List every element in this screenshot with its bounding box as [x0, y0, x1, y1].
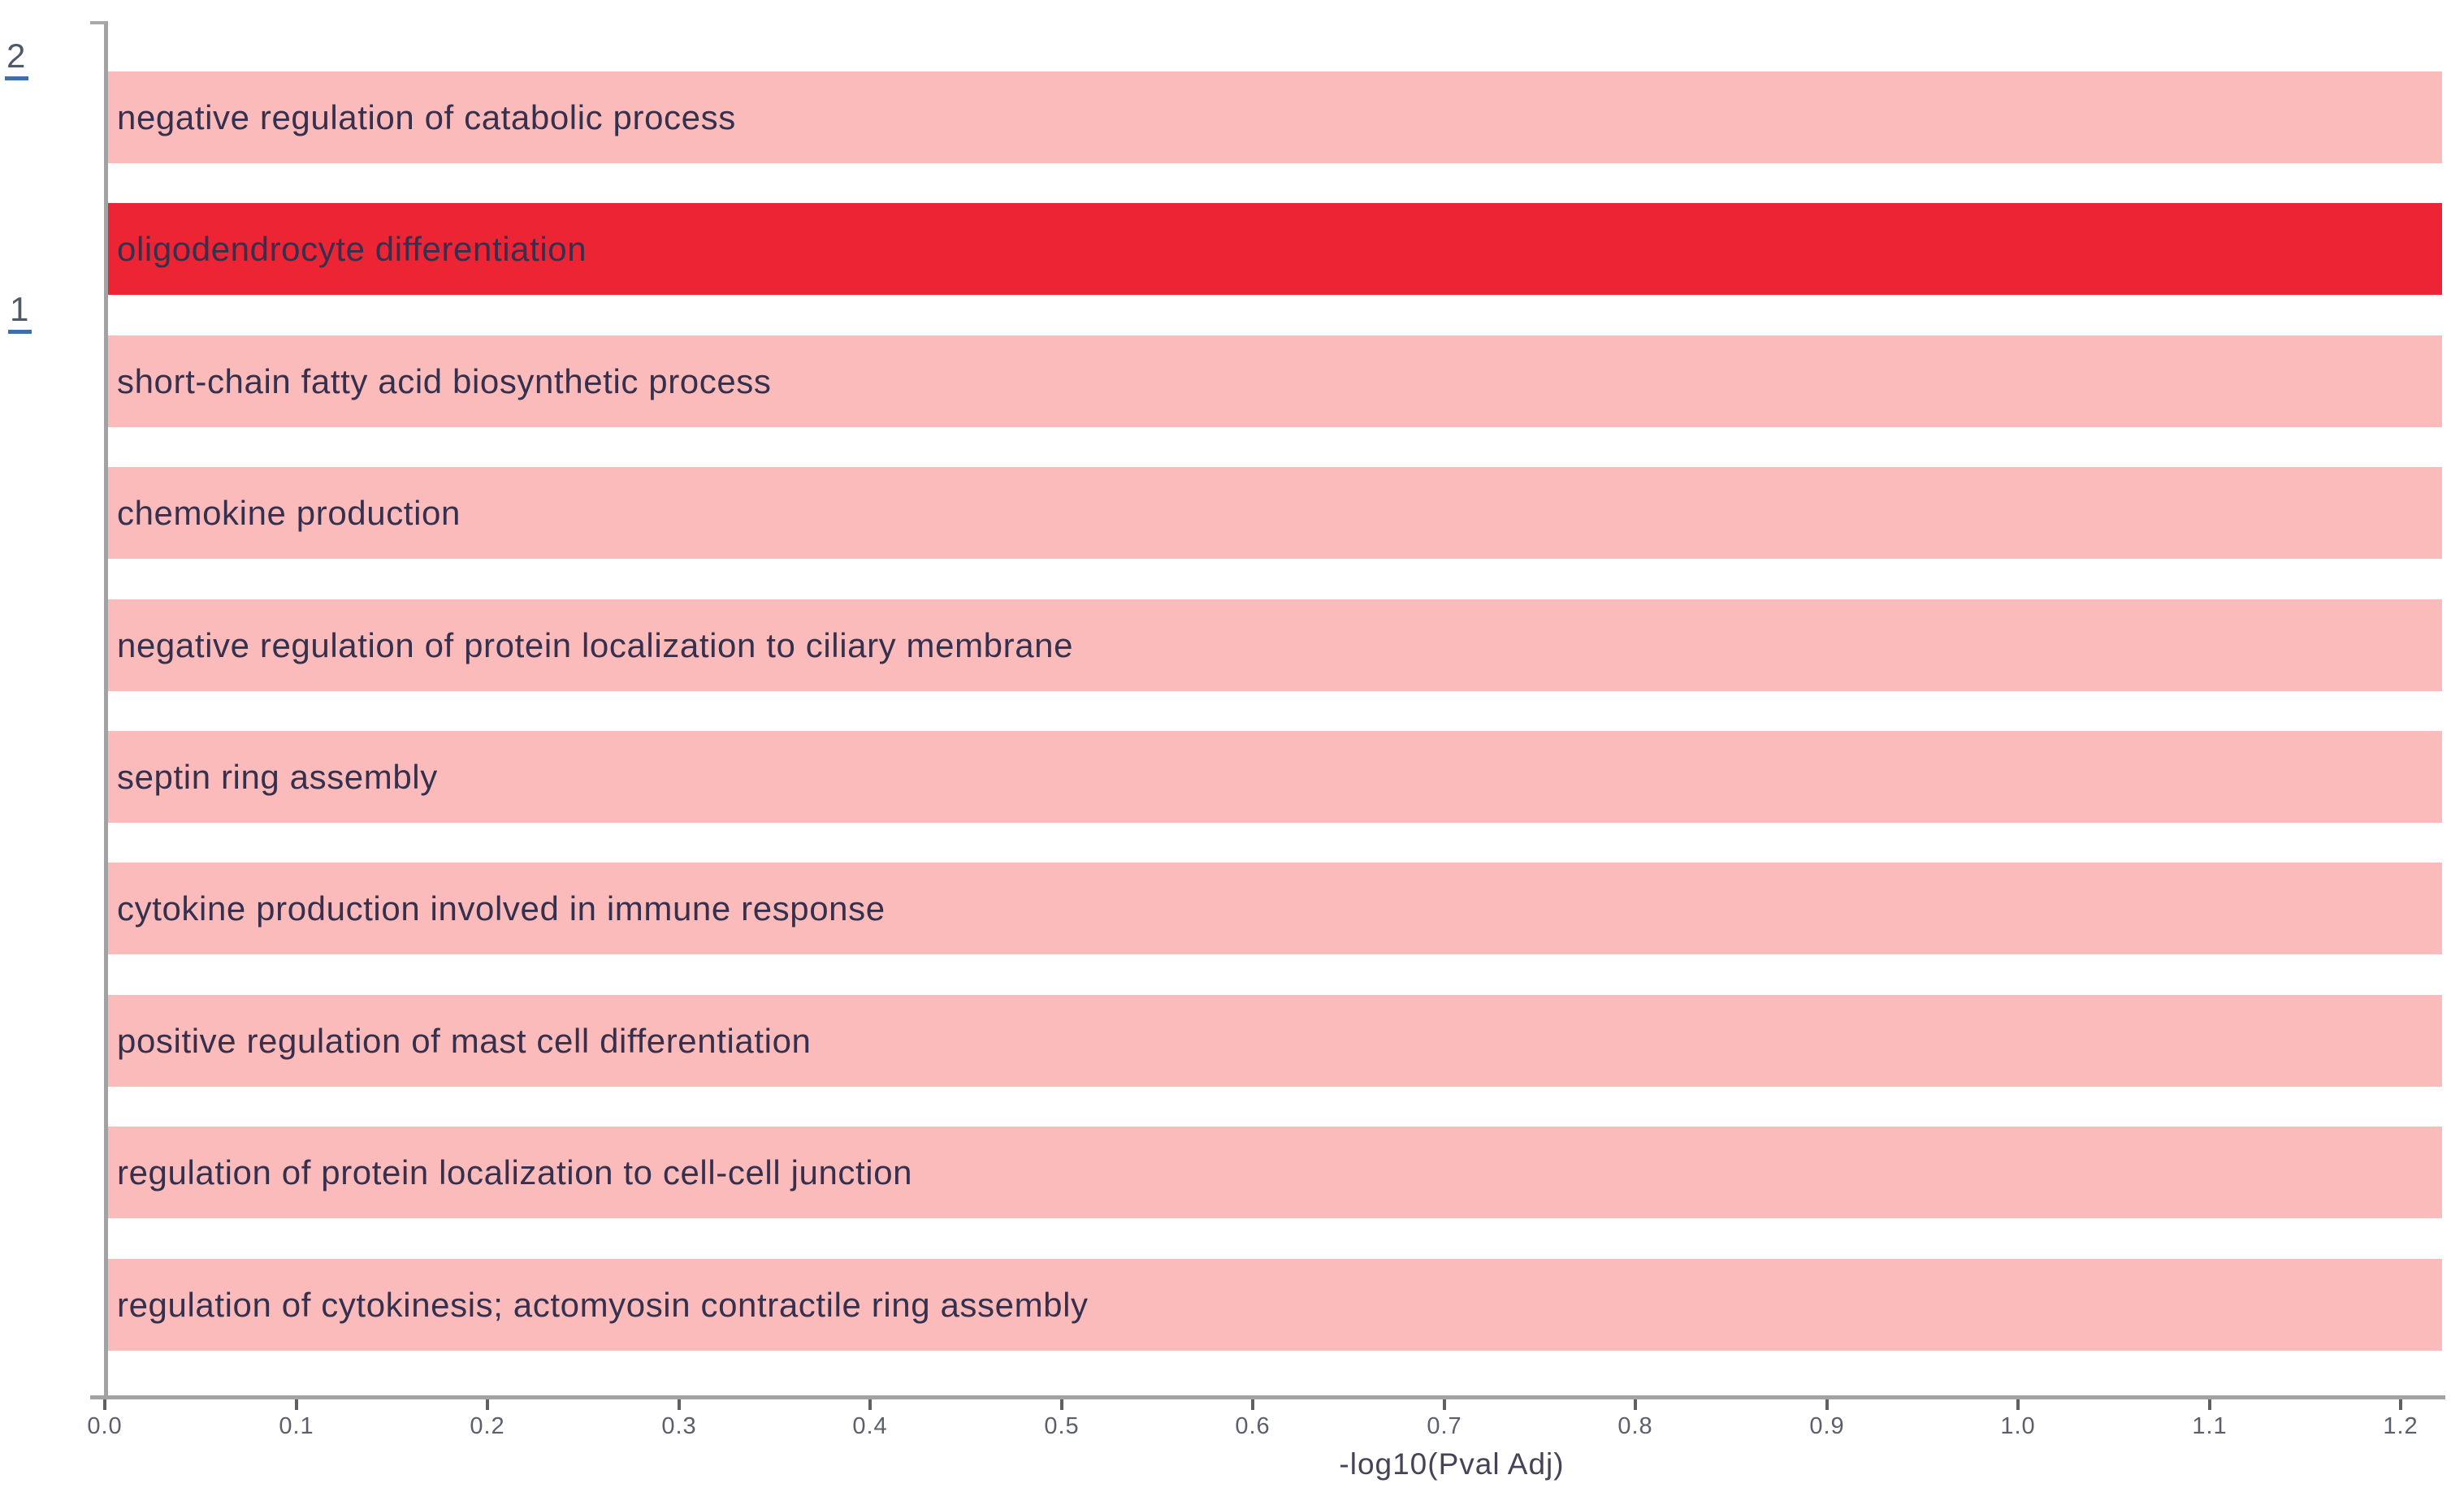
bar[interactable]: regulation of cytokinesis; actomyosin co… — [108, 1259, 2442, 1351]
x-tick — [1825, 1399, 1829, 1410]
x-tick-label: 1.0 — [2000, 1413, 2036, 1439]
x-tick-label: 1.1 — [2192, 1413, 2228, 1439]
x-tick-label: 0.1 — [279, 1413, 314, 1439]
y-margin-label-top: 2 — [5, 37, 29, 80]
bar[interactable]: short-chain fatty acid biosynthetic proc… — [108, 335, 2442, 427]
y-axis-line — [104, 21, 108, 1397]
bar-label: cytokine production involved in immune r… — [117, 889, 886, 928]
bar-label: regulation of cytokinesis; actomyosin co… — [117, 1285, 1089, 1324]
bar-label: oligodendrocyte differentiation — [117, 229, 587, 268]
x-tick — [1060, 1399, 1063, 1410]
x-tick — [2208, 1399, 2211, 1410]
y-margin-label-bottom-underline — [8, 330, 32, 334]
x-tick-label: 0.0 — [87, 1413, 123, 1439]
bar-label: regulation of protein localization to ce… — [117, 1153, 913, 1191]
bar-label: negative regulation of protein localizat… — [117, 625, 1074, 664]
bar[interactable]: positive regulation of mast cell differe… — [108, 995, 2442, 1087]
x-tick-label: 0.2 — [470, 1413, 505, 1439]
bar-label: negative regulation of catabolic process — [117, 97, 736, 136]
bar-label: positive regulation of mast cell differe… — [117, 1021, 812, 1060]
x-tick-label: 1.2 — [2383, 1413, 2419, 1439]
x-tick-label: 0.6 — [1235, 1413, 1271, 1439]
bar[interactable]: negative regulation of protein localizat… — [108, 599, 2442, 691]
x-tick — [2399, 1399, 2402, 1410]
x-axis-line — [90, 1395, 2445, 1399]
bar-label: septin ring assembly — [117, 757, 438, 796]
bar[interactable]: cytokine production involved in immune r… — [108, 863, 2442, 954]
x-tick — [868, 1399, 872, 1410]
bar-label: short-chain fatty acid biosynthetic proc… — [117, 361, 772, 400]
y-axis-top-tick — [90, 21, 106, 24]
y-margin-label-top-underline — [5, 76, 29, 80]
x-tick — [486, 1399, 489, 1410]
x-tick — [1443, 1399, 1446, 1410]
bar[interactable]: oligodendrocyte differentiation — [108, 203, 2442, 295]
x-tick — [103, 1399, 106, 1410]
x-tick — [678, 1399, 681, 1410]
x-tick — [1251, 1399, 1254, 1410]
bar[interactable]: negative regulation of catabolic process — [108, 71, 2442, 163]
x-tick-label: 0.3 — [661, 1413, 697, 1439]
y-margin-label-bottom: 1 — [8, 290, 32, 334]
x-tick-label: 0.7 — [1427, 1413, 1462, 1439]
bar[interactable]: regulation of protein localization to ce… — [108, 1127, 2442, 1218]
y-margin-label-top-text: 2 — [6, 37, 26, 75]
x-tick — [2016, 1399, 2020, 1410]
bar-label: chemokine production — [117, 493, 461, 532]
bar[interactable]: septin ring assembly — [108, 731, 2442, 823]
bar[interactable]: chemokine production — [108, 467, 2442, 559]
x-tick-label: 0.5 — [1044, 1413, 1080, 1439]
x-tick-label: 0.9 — [1809, 1413, 1845, 1439]
x-axis-title: -log10(Pval Adj) — [1339, 1447, 1565, 1481]
x-tick — [1634, 1399, 1637, 1410]
x-tick — [295, 1399, 298, 1410]
x-tick-label: 0.8 — [1617, 1413, 1653, 1439]
x-tick-label: 0.4 — [852, 1413, 888, 1439]
y-margin-label-bottom-text: 1 — [10, 290, 29, 328]
